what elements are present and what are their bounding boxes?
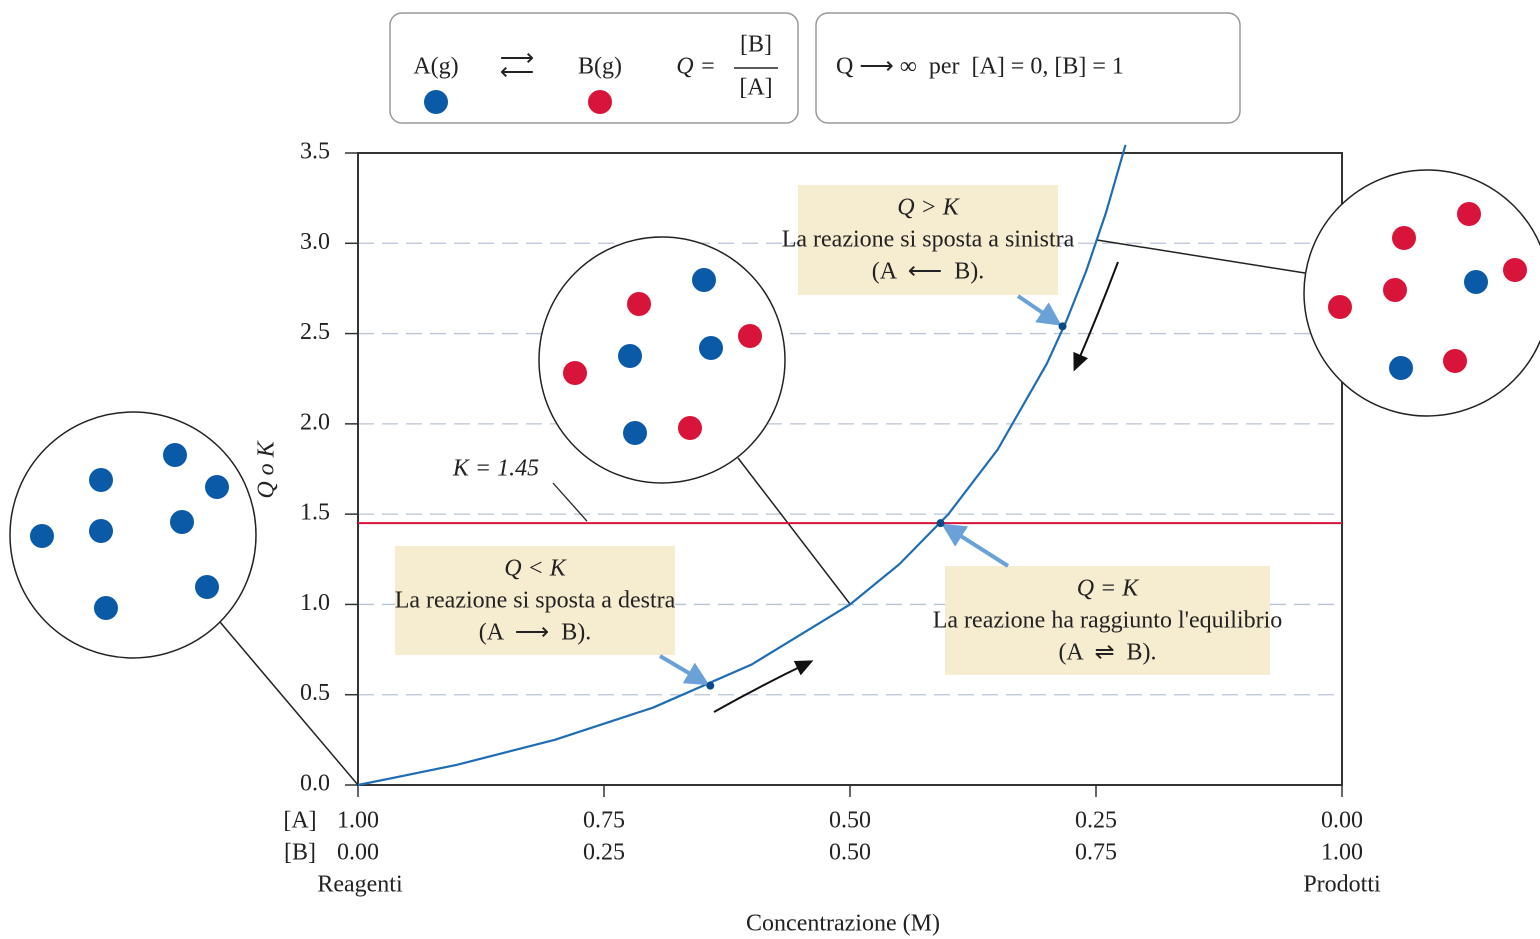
molecule-view: [1304, 170, 1540, 416]
x-end-label: Prodotti: [1303, 872, 1381, 898]
numerator: [B]: [740, 32, 772, 58]
y-tick-label: 3.5: [300, 139, 330, 165]
pointer-arrow: [948, 528, 1008, 566]
molecule-b: [1328, 295, 1352, 319]
molecule-a: [692, 268, 716, 292]
x-tick-label: 0.75: [583, 808, 625, 834]
denominator: [A]: [739, 75, 772, 101]
pointer-arrow: [1018, 296, 1055, 321]
molecule-a: [94, 596, 118, 620]
k-leader: [553, 483, 587, 521]
pointer-arrow: [660, 656, 703, 681]
point: [1059, 322, 1067, 330]
annotation-reaction: (A ⇌ B).: [1058, 640, 1156, 666]
y-tick-label: 0.0: [300, 771, 330, 797]
molecule-b: [627, 292, 651, 316]
molecule-a: [424, 90, 448, 114]
x-tick-label: 1.00: [337, 808, 379, 834]
molecule-b: [1503, 258, 1527, 282]
limit-box: Q ⟶ ∞ per [A] = 0, [B] = 1: [816, 13, 1240, 123]
molecule-b: [738, 324, 762, 348]
q-label: Q =: [676, 54, 716, 80]
y-tick-label: 0.5: [300, 680, 330, 706]
y-tick-label: 3.0: [300, 229, 330, 255]
x-tick-label: 0.25: [1075, 808, 1117, 834]
x-tick-label: 0.50: [829, 840, 871, 866]
molecule-b: [1392, 226, 1416, 250]
annotation-reaction: (A ⟶ B).: [479, 620, 591, 646]
connector: [738, 458, 850, 604]
x-tick-label: 0.50: [829, 808, 871, 834]
molecule-a: [163, 443, 187, 467]
annotation-text: La reazione si sposta a destra: [395, 588, 676, 614]
molecule-a: [89, 519, 113, 543]
molecule-view: [539, 237, 785, 483]
y-tick-label: 2.5: [300, 319, 330, 345]
molecule-a: [618, 344, 642, 368]
annotation-title: Q > K: [897, 195, 961, 221]
y-axis-label: Q o K: [254, 439, 280, 498]
annotation-title: Q = K: [1077, 576, 1141, 602]
connector: [1097, 240, 1305, 273]
molecule-b: [1457, 202, 1481, 226]
molecule-a: [205, 475, 229, 499]
x-tick-label: 0.00: [337, 840, 379, 866]
molecule-a: [195, 575, 219, 599]
x-tick-label: 0.00: [1321, 808, 1363, 834]
molecule-a: [89, 468, 113, 492]
connector: [220, 622, 358, 785]
molecule-a: [170, 510, 194, 534]
molecule-a: [1389, 356, 1413, 380]
y-tick-label: 2.0: [300, 409, 330, 435]
species-b: B(g): [578, 54, 622, 80]
annotation-text: La reazione si sposta a sinistra: [782, 227, 1075, 253]
chart: A(g) ⟶ ⟵ B(g) Q = [B] [A] Q ⟶ ∞ per [A] …: [0, 0, 1540, 939]
y-tick-label: 1.5: [300, 500, 330, 526]
molecule-a: [30, 524, 54, 548]
x-row-label: [B]: [284, 840, 316, 866]
k-label: K = 1.45: [452, 456, 539, 482]
point: [706, 682, 714, 690]
annotation-text: La reazione ha raggiunto l'equilibrio: [933, 608, 1283, 634]
direction-arrow: [1076, 262, 1118, 366]
equation-box: A(g) ⟶ ⟵ B(g) Q = [B] [A]: [390, 13, 798, 123]
direction-arrow: [714, 663, 808, 712]
molecule-a: [1464, 270, 1488, 294]
species-a: A(g): [413, 54, 458, 80]
molecule-b: [678, 416, 702, 440]
molecule-b: [588, 90, 612, 114]
x-axis-label: Concentrazione (M): [746, 911, 940, 937]
eq-arrow: ⟵: [500, 60, 534, 86]
y-tick-label: 1.0: [300, 590, 330, 616]
molecule-b: [563, 361, 587, 385]
molecule-a: [699, 336, 723, 360]
point: [937, 519, 945, 527]
annotation-reaction: (A ⟵ B).: [872, 259, 984, 285]
x-row-label: [A]: [283, 808, 316, 834]
limit-note: Q ⟶ ∞ per [A] = 0, [B] = 1: [836, 54, 1124, 80]
x-tick-label: 0.75: [1075, 840, 1117, 866]
x-end-label: Reagenti: [317, 872, 403, 898]
annotation-title: Q < K: [504, 556, 568, 582]
molecule-b: [1443, 349, 1467, 373]
x-tick-label: 1.00: [1321, 840, 1363, 866]
x-tick-label: 0.25: [583, 840, 625, 866]
molecule-a: [623, 421, 647, 445]
molecule-b: [1383, 278, 1407, 302]
